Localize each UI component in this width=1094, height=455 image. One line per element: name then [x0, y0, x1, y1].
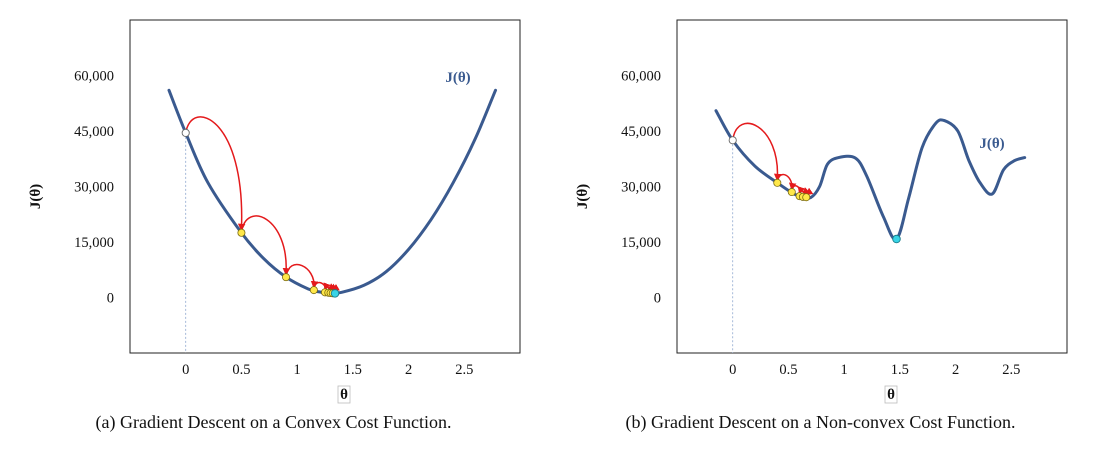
cost-curve: [167, 88, 497, 295]
y-tick-label: 60,000: [74, 69, 114, 85]
y-tick-label: 45,000: [74, 124, 114, 140]
x-tick-label: 2.5: [455, 362, 473, 378]
final-point: [892, 234, 901, 244]
y-tick-label: 30,000: [621, 180, 661, 196]
x-tick-label: 2: [405, 362, 412, 378]
x-tick-label: 2.5: [1002, 362, 1020, 378]
y-tick-label: 0: [107, 291, 114, 307]
start-point: [181, 128, 190, 137]
x-axis-title: θ: [887, 387, 895, 403]
x-tick-label: 0: [182, 362, 189, 378]
curve-label: J(θ): [445, 70, 470, 86]
descent-point: [309, 286, 318, 295]
chart-a: 0 15,000 30,000 45,000 60,000 0 0.5 1 1.5 2 2.5 θ J(…: [28, 19, 521, 404]
x-tick-label: 0.5: [232, 362, 250, 378]
descent-point: [773, 178, 782, 187]
descent-step-arc: [184, 116, 246, 232]
descent-point: [281, 273, 290, 282]
descent-point: [787, 188, 796, 197]
y-axis-title: J(θ): [575, 184, 591, 209]
plot-frame: [129, 19, 521, 354]
caption-b: (b) Gradient Descent on a Non-convex Cos…: [625, 412, 1016, 432]
y-tick-label: 15,000: [621, 235, 661, 251]
plot-frame: [676, 19, 1068, 354]
caption-a: (a) Gradient Descent on a Convex Cost Fu…: [95, 412, 452, 432]
y-tick-label: 45,000: [621, 124, 661, 140]
x-axis-title: θ: [340, 387, 348, 403]
y-tick-label: 30,000: [74, 180, 114, 196]
x-tick-label: 1: [841, 362, 848, 378]
y-tick-label: 15,000: [74, 235, 114, 251]
descent-step-arc: [285, 263, 319, 289]
descent-step-arc: [240, 215, 291, 276]
curve-label: J(θ): [979, 136, 1004, 152]
x-tick-label: 1: [294, 362, 301, 378]
x-tick-label: 2: [952, 362, 959, 378]
y-axis-title: J(θ): [28, 184, 44, 209]
panel-b: 15,000 30,000 45,000 60,000 0 0 0.5 1 1.5 2 2.5 θ J(…: [547, 0, 1094, 455]
x-tick-label: 1.5: [891, 362, 909, 378]
y-tick-label: 60,000: [621, 69, 661, 85]
x-axis-title-box: [337, 385, 351, 404]
descent-point: [802, 193, 811, 202]
x-tick-label: 0: [729, 362, 736, 378]
descent-step-arc: [731, 122, 782, 182]
chart-b: 15,000 30,000 45,000 60,000 0 0 0.5 1 1.5 2 2.5 θ J(…: [575, 19, 1068, 404]
x-axis-title-box: [884, 385, 898, 404]
final-point: [330, 289, 340, 298]
descent-point: [237, 228, 246, 237]
panel-a: 0 15,000 30,000 45,000 60,000 0 0.5 1 1.5 2 2.5 θ J(…: [28, 19, 521, 432]
start-point: [728, 136, 737, 145]
x-tick-label: 0.5: [779, 362, 797, 378]
x-tick-label: 1.5: [344, 362, 362, 378]
y-tick-label: 0: [654, 291, 661, 307]
